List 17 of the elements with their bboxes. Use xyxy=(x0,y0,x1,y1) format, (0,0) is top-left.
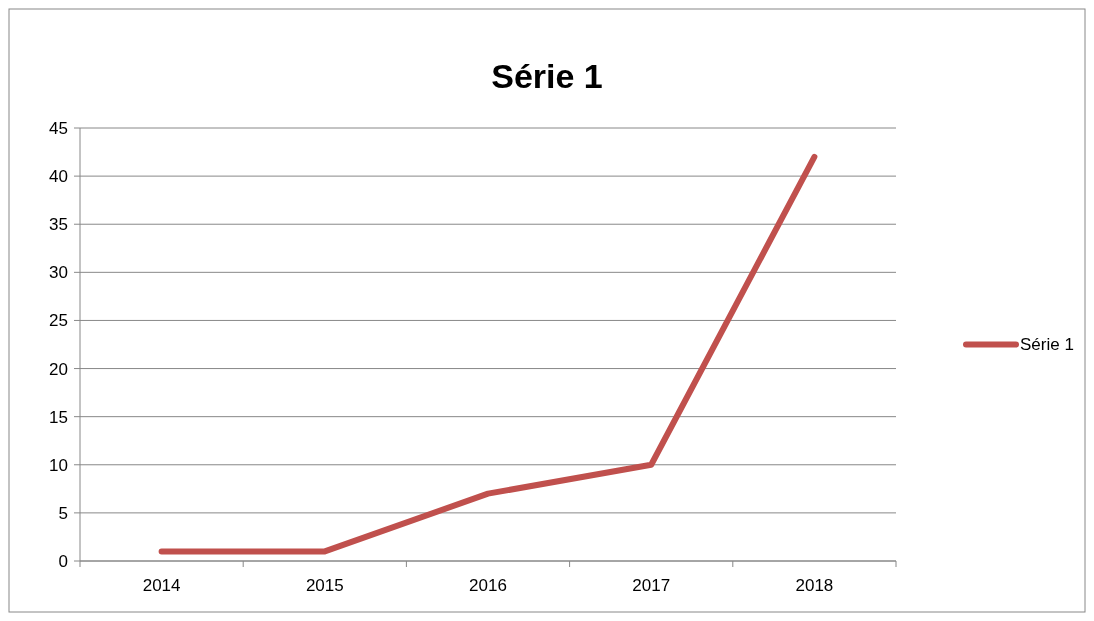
y-tick-label: 40 xyxy=(49,167,68,187)
x-tick-label: 2018 xyxy=(795,576,834,595)
x-tick-label: 2015 xyxy=(305,576,344,595)
x-tick-label: 2016 xyxy=(469,576,507,595)
y-tick-label: 0 xyxy=(58,551,68,571)
y-tick-label: 25 xyxy=(49,311,68,331)
chart-title: Série 1 xyxy=(491,57,603,95)
y-tick-label: 5 xyxy=(58,503,68,523)
y-tick-label: 45 xyxy=(49,118,68,138)
x-tick-label: 2017 xyxy=(632,576,671,595)
legend-label: Série 1 xyxy=(1020,335,1074,355)
y-tick-label: 30 xyxy=(49,263,68,283)
x-tick-label: 2014 xyxy=(142,576,181,595)
y-tick-label: 20 xyxy=(49,359,68,379)
y-tick-label: 35 xyxy=(49,215,68,235)
y-tick-label: 10 xyxy=(49,455,68,475)
y-tick-label: 15 xyxy=(49,407,68,427)
